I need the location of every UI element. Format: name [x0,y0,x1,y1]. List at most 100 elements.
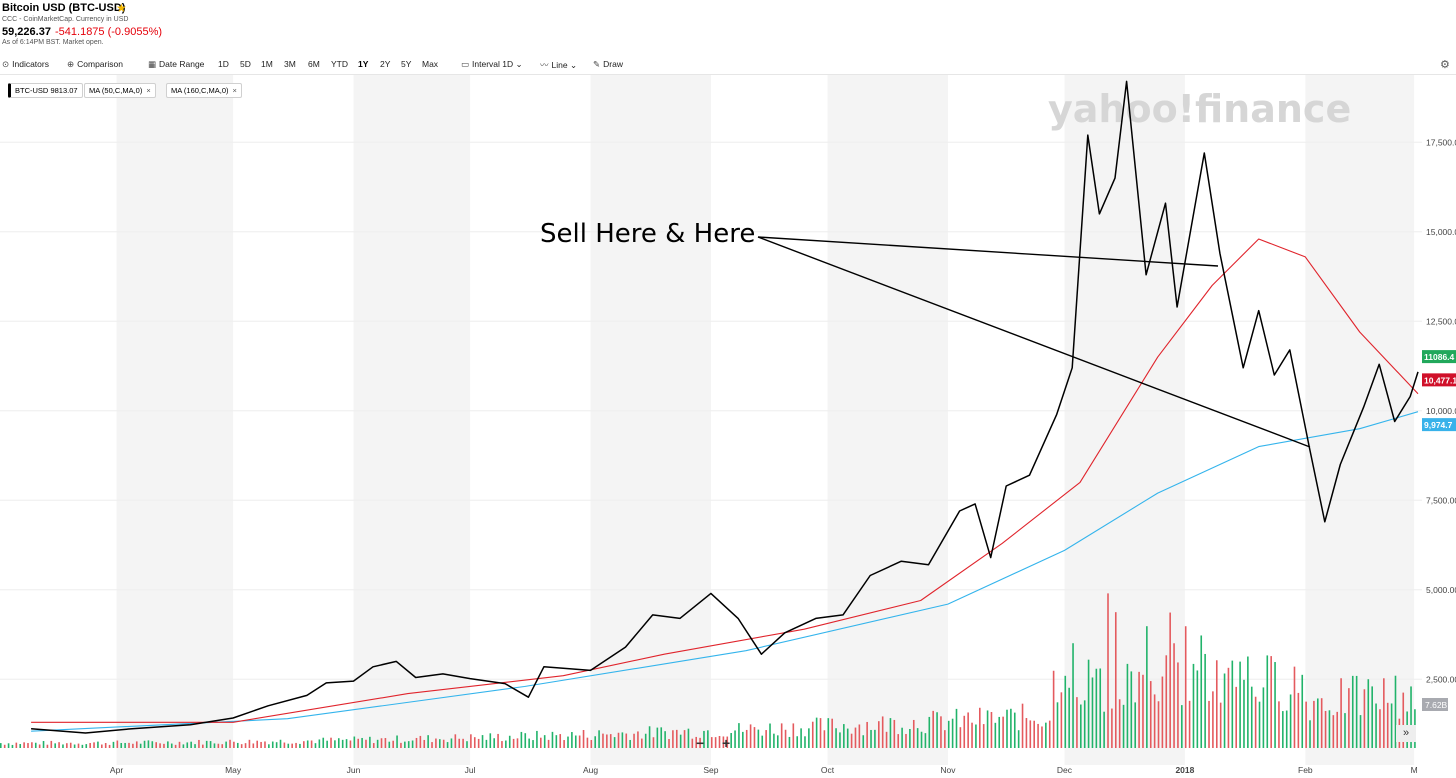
volume-bar [613,737,616,748]
draw-button[interactable]: ✎ Draw [593,59,623,69]
range-6m[interactable]: 6M [308,59,320,69]
volume-bar [1099,668,1102,748]
range-max[interactable]: Max [422,59,439,69]
volume-bar [38,744,41,748]
double-chevron-right-icon[interactable]: » [1396,725,1416,742]
volume-bar [1029,720,1032,748]
volume-bar [481,735,484,748]
volume-bar [800,728,802,748]
volume-bar [314,743,317,748]
volume-bar [944,730,946,748]
volume-bar [804,736,806,748]
indicators-button[interactable]: ⊙ Indicators [2,59,49,69]
comparison-button[interactable]: ⊕ Comparison [67,59,123,69]
volume-bar [621,732,624,748]
volume-bar [1309,720,1311,748]
volume-bar [889,718,892,748]
volume-bar [1212,691,1214,748]
range-5y[interactable]: 5Y [401,59,412,69]
range-3m[interactable]: 3M [284,59,296,69]
volume-bar [1188,700,1191,748]
volume-bar [936,712,938,748]
volume-bar [1293,666,1296,748]
volume-bar [1087,659,1090,748]
volume-bar [532,740,534,748]
line-type-button[interactable]: 〰 Line ⌄ [540,60,578,70]
range-ytd[interactable]: YTD [331,59,348,69]
volume-bar [1060,692,1063,748]
annotation-arrow [757,236,1311,448]
volume-bar [334,740,336,748]
volume-bar [477,738,480,748]
volume-bar [819,718,822,748]
close-icon[interactable]: × [232,86,237,95]
volume-bar [376,739,379,748]
volume-bar [1184,626,1187,748]
date-range-button[interactable]: ▦ Date Range [148,59,205,69]
month-band [590,75,711,765]
volume-bar [97,741,99,748]
volume-bar [990,712,993,748]
legend-chip-ma160[interactable]: MA (160,C,MA,0) × [166,83,242,98]
y-tick-label: 12,500.00 [1426,316,1456,326]
volume-bar [749,724,752,748]
volume-bar [1348,688,1350,748]
range-1y[interactable]: 1Y [358,59,369,69]
interval-button[interactable]: ▭ Interval 1D ⌄ [461,59,523,69]
volume-bar [1126,663,1129,748]
volume-bar [31,742,33,748]
ma160-badge: 9,974.7 [1424,420,1453,430]
month-band [827,75,948,765]
volume-bar [244,743,247,748]
chevron-down-icon: ⌄ [569,60,578,70]
volume-bar [11,744,14,748]
volume-bar [34,742,37,748]
volume-bar [815,717,818,748]
volume-bar [151,741,154,748]
volume-bar [695,736,698,748]
range-1m[interactable]: 1M [261,59,273,69]
legend-chip-btc[interactable]: BTC-USD 9813.07 [8,83,83,98]
volume-bar [318,739,321,748]
volume-bar [1017,730,1020,748]
volume-bar [1254,696,1257,748]
legend-chip-ma50[interactable]: MA (50,C,MA,0) × [84,83,156,98]
volume-bar [194,744,196,748]
volume-bar [1048,720,1051,748]
line-chart-icon: 〰 [540,60,549,70]
volume-bar [50,740,53,748]
gear-icon[interactable]: ⚙ [1440,59,1450,71]
minus-icon[interactable]: − [696,735,705,751]
plus-icon[interactable]: + [722,735,731,751]
volume-bar [1114,612,1117,748]
volume-bar [233,741,235,748]
volume-bar [295,742,297,748]
volume-bar [213,743,216,748]
volume-bar [1111,708,1113,748]
volume-bar [353,736,356,748]
volume-bar [124,742,126,748]
volume-bar [240,744,243,748]
chevron-down-icon: ⌄ [515,59,523,69]
price-chart[interactable]: yahoo!finance Sell Here & Here 2,500.00 5,0… [0,75,1456,778]
range-1d[interactable]: 1D [218,59,229,69]
volume-bar [248,739,251,748]
volume-bar [1301,674,1304,748]
volume-bar [101,744,103,748]
close-price-badge-bg [1422,350,1456,364]
star-icon[interactable]: ★ [116,1,127,15]
volume-bar [602,733,604,748]
volume-bar [1243,679,1245,748]
volume-bar [699,737,701,748]
volume-bar [256,740,259,748]
volume-bar [1013,712,1016,748]
volume-bar [1231,660,1234,748]
range-5d[interactable]: 5D [240,59,251,69]
volume-bar [128,742,130,748]
volume-bar [473,737,476,748]
range-2y[interactable]: 2Y [380,59,391,69]
volume-bar [1169,612,1171,748]
close-icon[interactable]: × [146,86,151,95]
volume-bar [788,736,791,748]
volume-bar [345,739,348,748]
